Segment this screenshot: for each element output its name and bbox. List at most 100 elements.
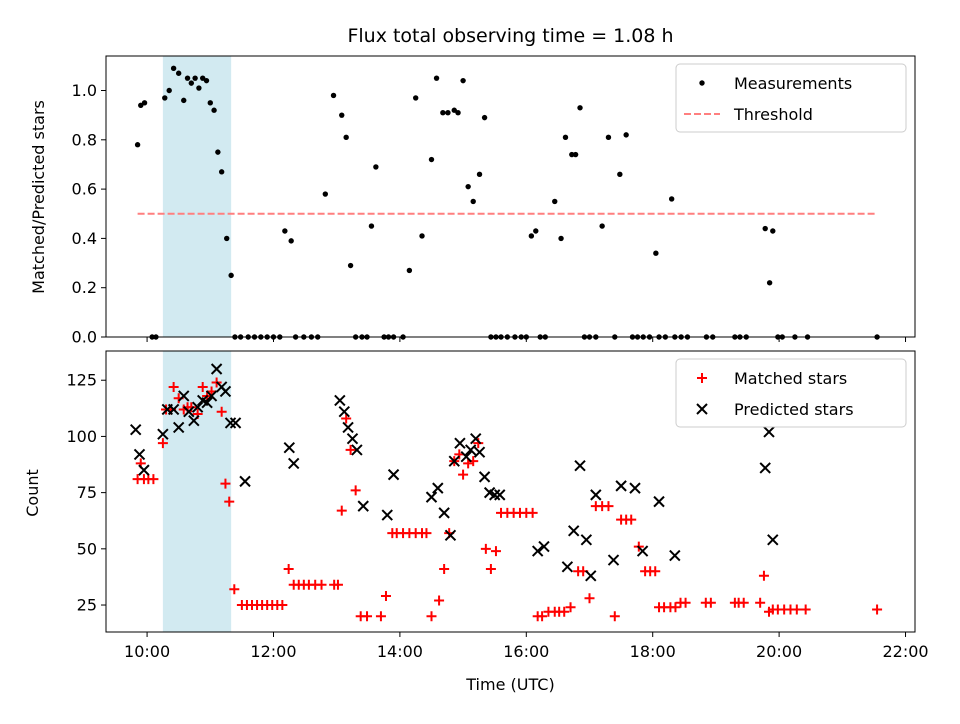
predicted-star-point <box>567 525 580 537</box>
predicted-star-point <box>629 482 641 494</box>
matched-star-point <box>650 566 661 577</box>
measurement-point <box>605 134 612 141</box>
measurement-point <box>558 235 564 242</box>
legend-marker-predicted <box>696 403 708 415</box>
measurement-point <box>460 77 466 84</box>
matched-star-point <box>380 591 391 602</box>
x-tick-label: 10:00 <box>124 642 170 661</box>
predicted-star-point <box>205 390 218 402</box>
measurement-point <box>184 75 191 81</box>
predicted-star-point <box>438 507 450 519</box>
predicted-star-point <box>580 534 593 546</box>
measurement-point <box>572 151 579 158</box>
measurement-point <box>211 107 217 113</box>
measurement-point <box>552 198 558 205</box>
legend-marker-matched <box>697 373 707 383</box>
bottom-panel: 25 50 75 100 125 10:00 12:00 14:00 16:00 18:00 20:… <box>66 350 929 661</box>
matched-star-point <box>537 611 548 622</box>
matched-star-point <box>603 501 614 512</box>
matched-star-point <box>559 606 570 617</box>
y-tick-label: 50 <box>77 539 97 558</box>
predicted-star-point <box>191 401 204 413</box>
measurement-point <box>192 75 198 81</box>
x-tick-label: 12:00 <box>250 642 296 661</box>
measurement-point <box>599 223 605 229</box>
predicted-star-point <box>338 405 350 418</box>
matched-star-point <box>421 528 432 539</box>
predicted-star-point <box>759 462 771 474</box>
x-tick-label: 18:00 <box>630 642 676 661</box>
predicted-star-point <box>351 444 363 456</box>
y-tick-label: 75 <box>77 483 97 502</box>
measurement-point <box>339 112 345 118</box>
matched-star-point <box>216 406 227 417</box>
y-tick-label: 0.2 <box>72 278 97 297</box>
predicted-star-point <box>454 437 466 449</box>
predicted-star-point <box>201 396 213 409</box>
matched-star-point <box>755 597 766 608</box>
predicted-star-point <box>473 446 486 458</box>
matched-star-point <box>626 514 637 525</box>
predicted-star-point <box>464 444 477 456</box>
measurement-point <box>528 233 535 239</box>
predicted-star-point <box>138 464 150 476</box>
measurement-point <box>470 198 476 205</box>
measurement-point <box>623 132 629 138</box>
predicted-star-point <box>334 394 346 407</box>
matched-star-point <box>229 584 240 595</box>
y-tick-label: 125 <box>66 371 97 390</box>
matched-star-point <box>157 438 168 449</box>
measurement-point <box>440 109 446 116</box>
measurement-point <box>322 191 329 197</box>
predicted-star-point <box>342 421 354 434</box>
measurement-point <box>766 280 773 286</box>
predicted-star-point <box>470 432 482 445</box>
matched-star-point <box>758 570 769 581</box>
chart-title: Flux total observing time = 1.08 h <box>347 25 673 47</box>
measurement-point <box>141 100 148 106</box>
predicted-star-point <box>239 475 251 488</box>
measurement-point <box>224 235 230 242</box>
legend-marker-measurements <box>699 80 705 86</box>
y-tick-label: 25 <box>77 596 97 615</box>
measurement-point <box>476 171 483 178</box>
measurement-point <box>166 87 172 94</box>
top-panel: 0.0 0.2 0.4 0.6 0.8 1.0 Measurements Threshold <box>72 55 916 347</box>
matched-star-point <box>341 413 352 424</box>
plot-frame <box>105 350 916 633</box>
matched-star-point <box>220 478 231 489</box>
measurement-point <box>668 196 675 202</box>
measurement-point <box>368 223 375 229</box>
predicted-star-point <box>561 561 574 573</box>
predicted-star-point <box>219 385 232 398</box>
measurement-point <box>228 272 234 279</box>
predicted-star-point <box>478 471 491 483</box>
predicted-star-point <box>167 403 180 416</box>
measurement-point <box>343 134 349 141</box>
measurement-point <box>562 134 569 141</box>
matched-star-point <box>463 458 474 469</box>
measurement-point <box>170 65 177 72</box>
predicted-star-point <box>460 450 472 463</box>
matched-star-point <box>283 564 294 575</box>
measurement-point <box>433 75 440 81</box>
matched-star-point <box>609 611 620 622</box>
measurement-point <box>770 228 776 234</box>
predicted-star-point <box>531 545 544 557</box>
predicted-star-point <box>574 459 586 472</box>
matched-star-point <box>336 505 347 516</box>
x-tick-label: 14:00 <box>377 642 423 661</box>
matched-star-point <box>738 597 749 608</box>
predicted-star-point <box>387 468 400 481</box>
measurement-point <box>188 80 195 86</box>
predicted-star-point <box>636 545 649 557</box>
matched-star-point <box>872 604 883 615</box>
matched-star-point <box>316 579 327 590</box>
predicted-star-point <box>432 482 444 494</box>
predicted-star-point <box>585 570 597 582</box>
predicted-star-point <box>767 534 779 546</box>
y-tick-label: 0.6 <box>72 180 97 199</box>
matched-star-point <box>490 546 501 557</box>
matched-star-point <box>527 507 538 518</box>
